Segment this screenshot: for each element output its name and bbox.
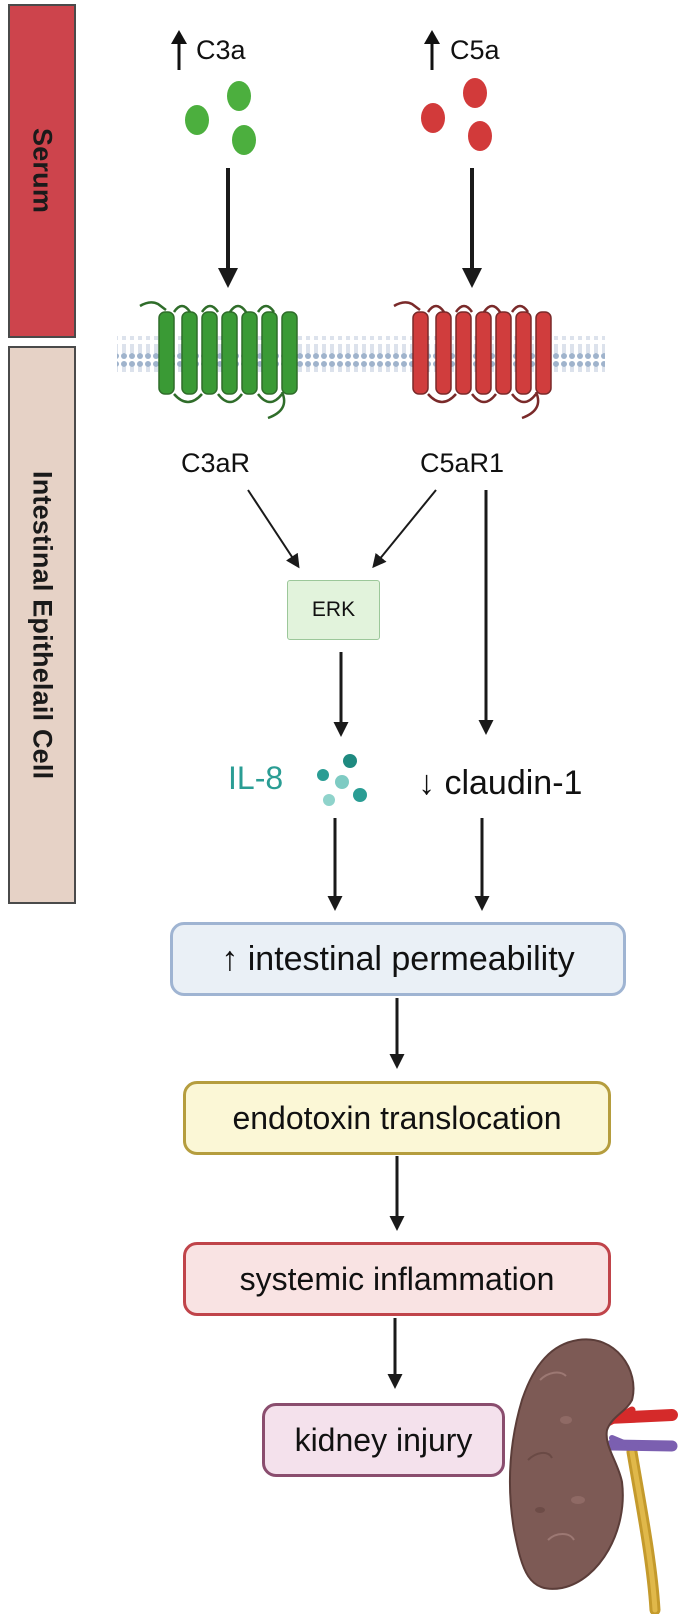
inflammation-box: systemic inflammation [183,1242,611,1316]
erk-label: ERK [311,598,356,621]
claudin-label: ↓ claudin-1 [418,764,583,802]
c3a-molecule [185,105,209,135]
c5a-up-arrow-icon [424,30,440,70]
c3ar-label: C3aR [181,448,251,478]
c5a-label: C5a [450,35,500,65]
il8-label: IL-8 [228,760,284,796]
kidney-injury-box: kidney injury [262,1403,505,1477]
erk-box: ERK [287,580,380,640]
permeability-label: ↑ intestinal permeability [221,939,575,978]
serum-side-bar: Serum [8,4,76,338]
c5ar1-to-erk-arrow [372,489,437,569]
c3ar-to-erk-arrow [247,489,300,569]
permeability-box: ↑ intestinal permeability [170,922,626,996]
c3ar-receptor-icon [139,301,298,420]
c3a-molecules [185,81,256,155]
c5a-molecule [421,103,445,133]
c5a-molecule [463,78,487,108]
kidney-injury-label: kidney injury [294,1421,473,1458]
il8-molecules [317,754,367,806]
endotoxin-label: endotoxin translocation [232,1099,562,1136]
c3a-molecule [232,125,256,155]
kidney-illustration-icon [508,1338,678,1614]
c3a-up-arrow-icon [171,30,187,70]
inflammation-label: systemic inflammation [239,1260,555,1297]
c5a-molecules [421,78,492,151]
serum-label: Serum [27,128,58,214]
c5ar1-label: C5aR1 [420,448,505,478]
c3a-molecule [227,81,251,111]
c5a-molecule [468,121,492,151]
c5ar1-receptor-icon [393,301,552,420]
endotoxin-box: endotoxin translocation [183,1081,611,1155]
epithelial-side-bar: Intestinal Epithelail Cell [8,346,76,904]
c3a-label: C3a [196,35,246,65]
epithelial-cell-label: Intestinal Epithelail Cell [27,470,58,780]
